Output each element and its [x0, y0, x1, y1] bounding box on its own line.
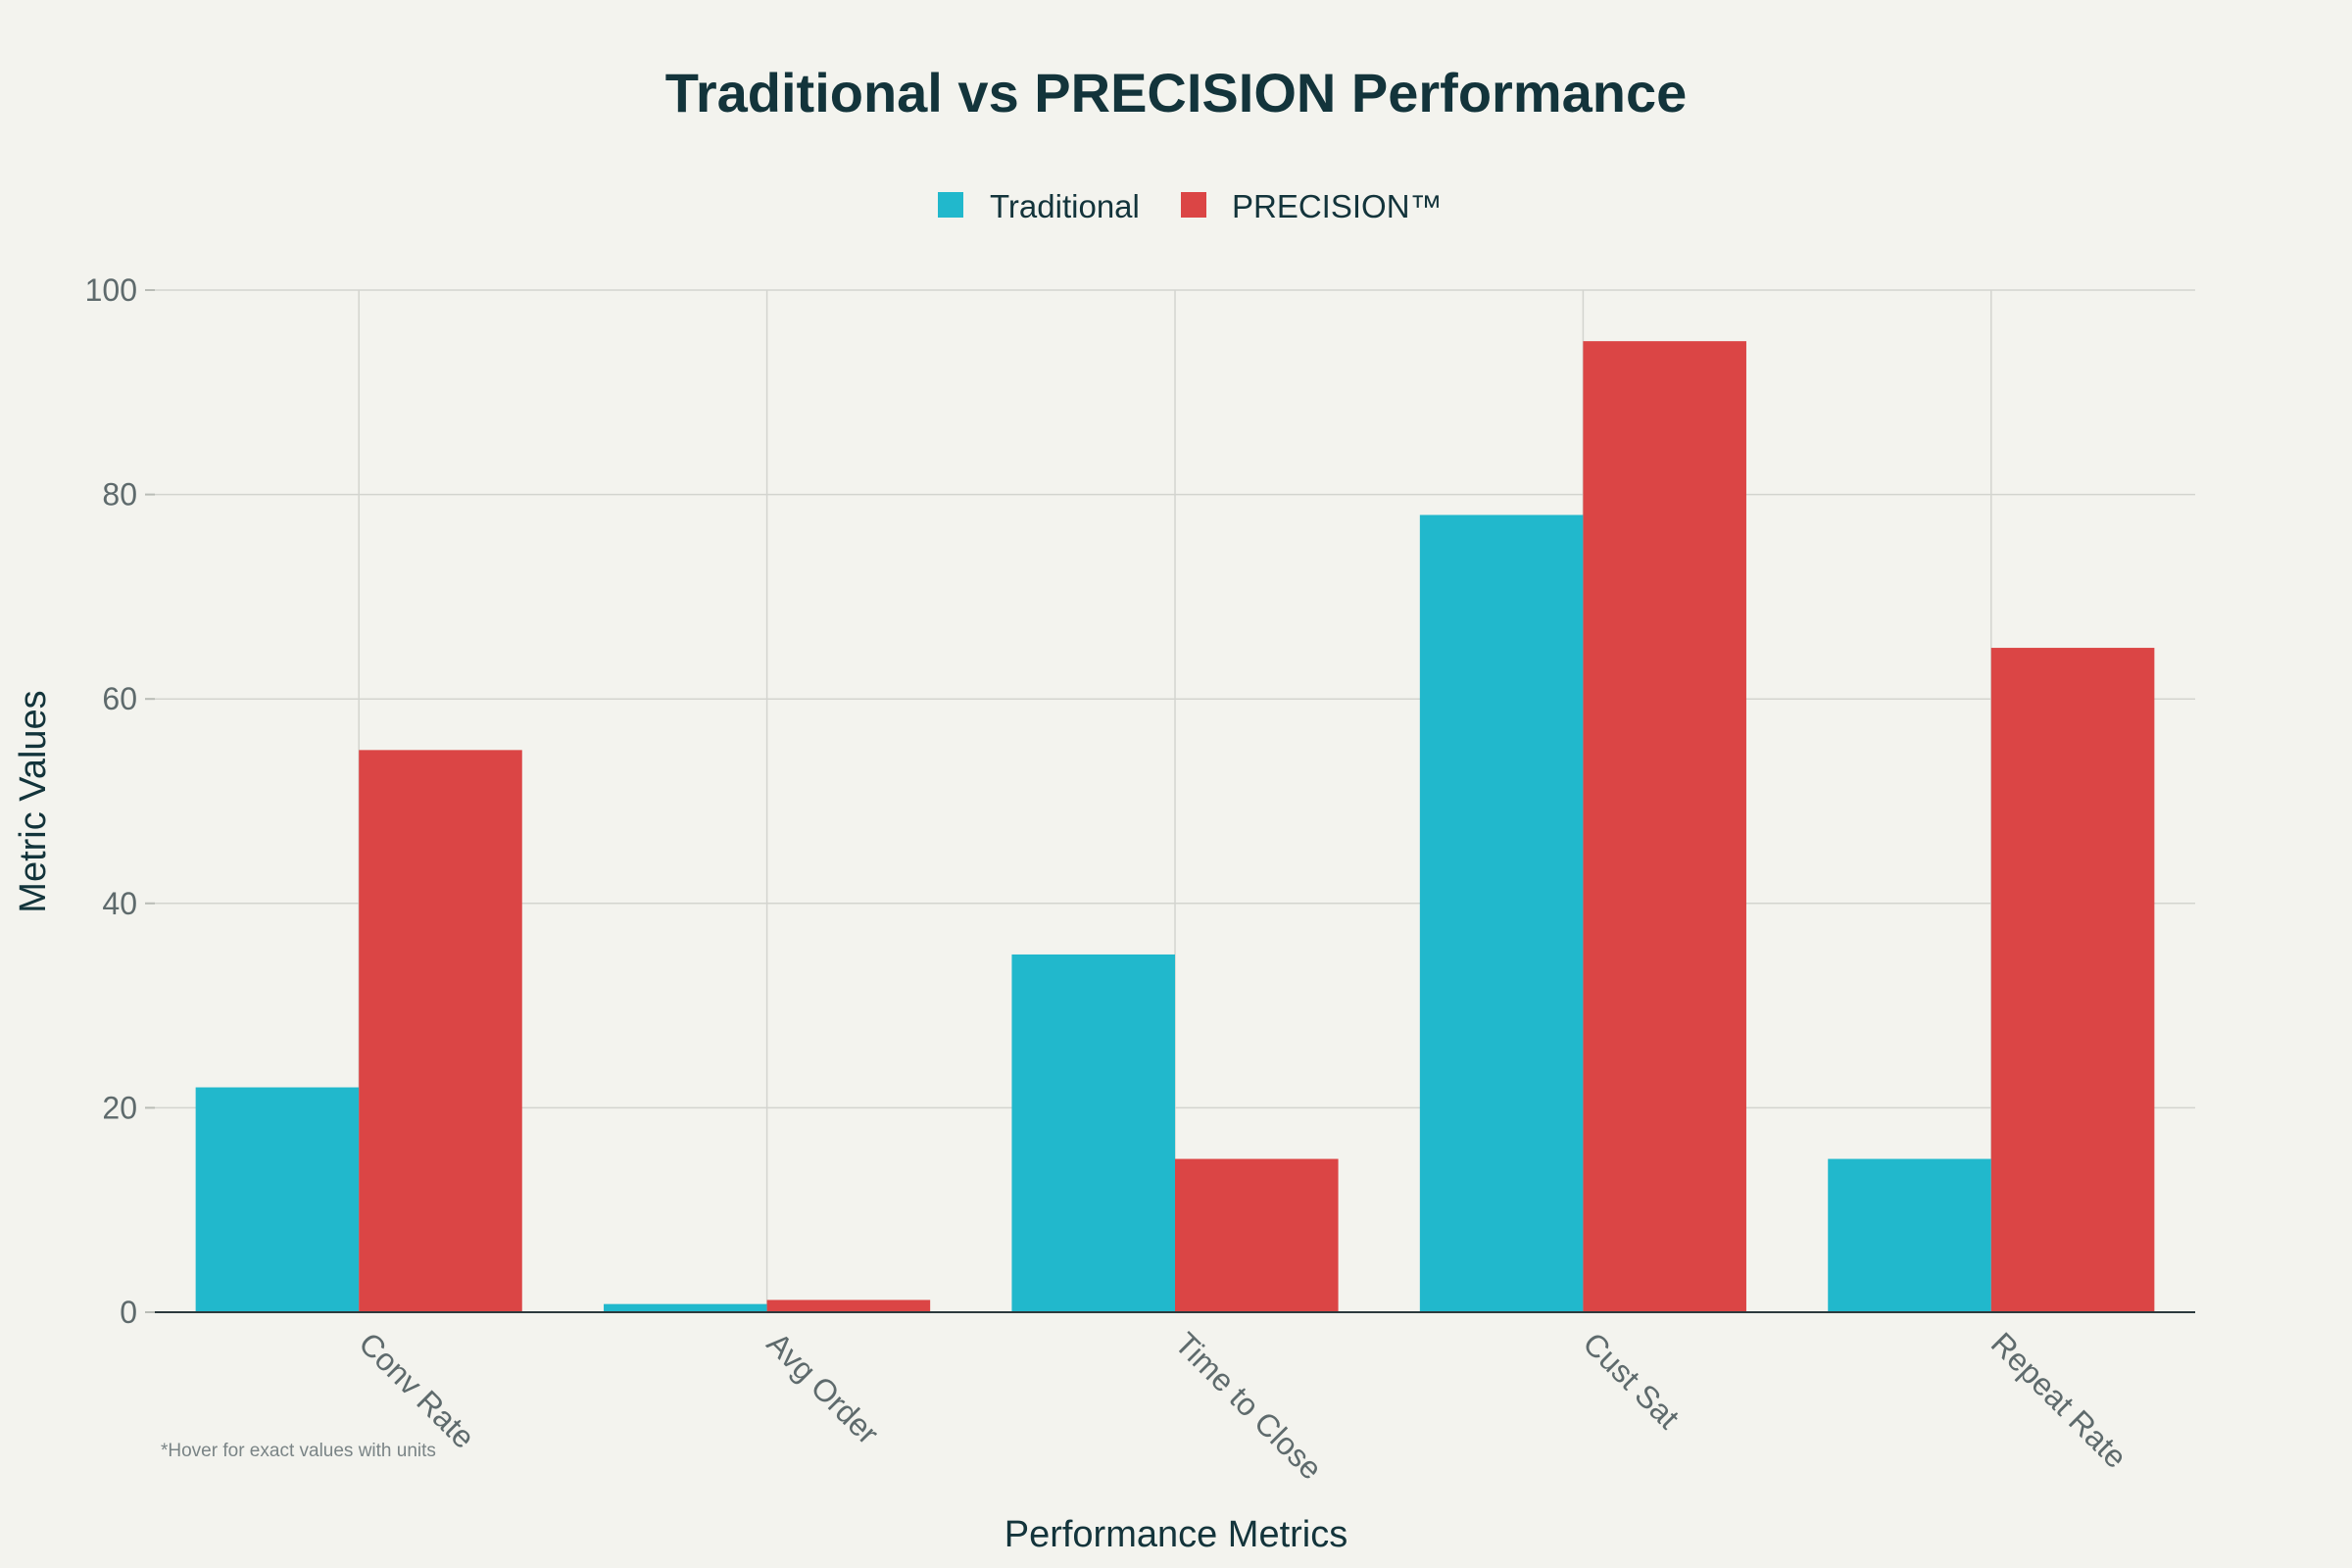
- x-axis-ticks: Conv Rate Avg Order Time to Close Cust Sat R…: [352, 1325, 2133, 1486]
- y-tick-label: 100: [85, 272, 137, 308]
- bar-traditional-cust-sat[interactable]: [1419, 514, 1584, 1312]
- x-tick-label: Repeat Rate: [1984, 1325, 2134, 1475]
- bar-precision-time-to-close[interactable]: [1175, 1158, 1339, 1312]
- bar-traditional-time-to-close[interactable]: [1011, 954, 1175, 1312]
- y-axis-ticks: 0 20 40 60 80 100: [85, 272, 155, 1330]
- x-axis-title: Performance Metrics: [1004, 1514, 1348, 1555]
- chart-title: Traditional vs PRECISION Performance: [665, 62, 1688, 123]
- y-tick-label: 0: [120, 1295, 137, 1330]
- bars: [195, 341, 2155, 1312]
- legend-label-traditional: Traditional: [990, 188, 1140, 224]
- y-tick-label: 40: [102, 886, 137, 921]
- bar-traditional-avg-order[interactable]: [604, 1303, 767, 1312]
- legend-swatch-precision: [1181, 192, 1206, 218]
- x-tick-label: Avg Order: [760, 1325, 886, 1450]
- bar-traditional-repeat-rate[interactable]: [1828, 1158, 1991, 1312]
- bar-traditional-conv-rate[interactable]: [195, 1087, 360, 1312]
- legend: Traditional PRECISION™: [938, 188, 1443, 224]
- bar-precision-avg-order[interactable]: [766, 1299, 931, 1312]
- y-axis-title: Metric Values: [13, 690, 54, 912]
- legend-label-precision: PRECISION™: [1232, 188, 1443, 224]
- y-tick-label: 60: [102, 681, 137, 716]
- y-tick-label: 20: [102, 1090, 137, 1125]
- bar-precision-cust-sat[interactable]: [1583, 341, 1746, 1312]
- y-tick-label: 80: [102, 477, 137, 513]
- x-tick-label: Cust Sat: [1576, 1325, 1686, 1435]
- footnote: *Hover for exact values with units: [161, 1441, 436, 1461]
- x-tick-label: Time to Close: [1168, 1325, 1329, 1486]
- bar-precision-repeat-rate[interactable]: [1990, 648, 2155, 1312]
- bar-precision-conv-rate[interactable]: [359, 750, 522, 1312]
- legend-swatch-traditional: [938, 192, 963, 218]
- x-tick-label: Conv Rate: [352, 1325, 481, 1454]
